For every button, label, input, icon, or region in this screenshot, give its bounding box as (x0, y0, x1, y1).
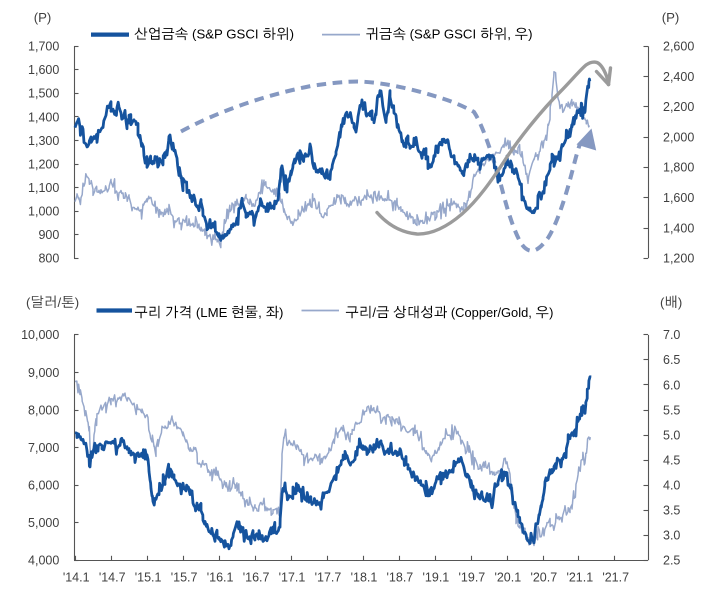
svg-text:'21.1: '21.1 (566, 571, 593, 585)
svg-text:1,400: 1,400 (663, 221, 694, 235)
svg-text:2,000: 2,000 (663, 131, 694, 145)
svg-text:6.5: 6.5 (663, 353, 680, 367)
svg-text:2.5: 2.5 (663, 554, 680, 568)
svg-text:900: 900 (38, 228, 59, 242)
svg-text:'16.1: '16.1 (207, 571, 234, 585)
svg-text:'15.1: '15.1 (135, 571, 162, 585)
svg-text:2,600: 2,600 (663, 40, 694, 54)
svg-text:1,300: 1,300 (28, 134, 59, 148)
svg-text:,: , (507, 27, 514, 42)
svg-text:5.5: 5.5 (663, 403, 680, 417)
svg-text:1,500: 1,500 (28, 87, 59, 101)
svg-text:'17.7: '17.7 (315, 571, 342, 585)
svg-text:(P): (P) (34, 10, 52, 25)
svg-text:'20.7: '20.7 (530, 571, 557, 585)
svg-text:(Copper/Gold,: (Copper/Gold, (447, 305, 535, 320)
svg-text:(P): (P) (662, 10, 680, 25)
svg-text:'14.7: '14.7 (99, 571, 126, 585)
svg-text:2,200: 2,200 (663, 100, 694, 114)
svg-text:): ) (290, 27, 294, 42)
svg-text:6,000: 6,000 (28, 479, 59, 493)
svg-text:(LME: (LME (192, 305, 231, 320)
svg-text:'18.7: '18.7 (387, 571, 414, 585)
svg-text:1,200: 1,200 (28, 157, 59, 171)
svg-text:6.0: 6.0 (663, 378, 680, 392)
svg-text:1,400: 1,400 (28, 110, 59, 124)
svg-text:): ) (75, 295, 79, 310)
svg-text:'15.7: '15.7 (171, 571, 198, 585)
svg-text:): ) (549, 305, 553, 320)
svg-text:): ) (279, 305, 283, 320)
svg-text:4.0: 4.0 (663, 479, 680, 493)
svg-text:800: 800 (38, 252, 59, 266)
svg-text:8,000: 8,000 (28, 403, 59, 417)
svg-text:1,800: 1,800 (663, 161, 694, 175)
svg-text:'19.7: '19.7 (459, 571, 486, 585)
svg-text:1,200: 1,200 (663, 252, 694, 266)
svg-text:10,000: 10,000 (21, 328, 59, 342)
svg-text:(S&P GSCI: (S&P GSCI (188, 27, 262, 42)
svg-text:1,700: 1,700 (28, 40, 59, 54)
svg-text:/: / (372, 305, 376, 320)
svg-text:1,000: 1,000 (28, 205, 59, 219)
svg-text:'16.7: '16.7 (243, 571, 270, 585)
svg-text:3.5: 3.5 (663, 504, 680, 518)
svg-text:4,000: 4,000 (28, 554, 59, 568)
svg-text:/: / (58, 295, 62, 310)
svg-text:'14.1: '14.1 (63, 571, 90, 585)
svg-text:9,000: 9,000 (28, 366, 59, 380)
svg-text:5.0: 5.0 (663, 428, 680, 442)
svg-text:'21.7: '21.7 (602, 571, 629, 585)
svg-text:(S&P GSCI: (S&P GSCI (406, 27, 480, 42)
svg-text:): ) (528, 27, 532, 42)
svg-text:1,600: 1,600 (28, 63, 59, 77)
svg-text:5,000: 5,000 (28, 516, 59, 530)
svg-text:4.5: 4.5 (663, 453, 680, 467)
svg-text:,: , (258, 305, 265, 320)
svg-text:): ) (678, 295, 682, 310)
svg-text:(: ( (660, 295, 665, 310)
svg-text:'18.1: '18.1 (351, 571, 378, 585)
svg-text:'17.1: '17.1 (279, 571, 306, 585)
svg-text:1,100: 1,100 (28, 181, 59, 195)
svg-text:(: ( (26, 295, 31, 310)
svg-text:'20.1: '20.1 (494, 571, 521, 585)
svg-text:2,400: 2,400 (663, 70, 694, 84)
svg-text:7.0: 7.0 (663, 328, 680, 342)
svg-text:'19.1: '19.1 (423, 571, 450, 585)
svg-text:1,600: 1,600 (663, 191, 694, 205)
svg-text:3.0: 3.0 (663, 529, 680, 543)
svg-text:7,000: 7,000 (28, 441, 59, 455)
